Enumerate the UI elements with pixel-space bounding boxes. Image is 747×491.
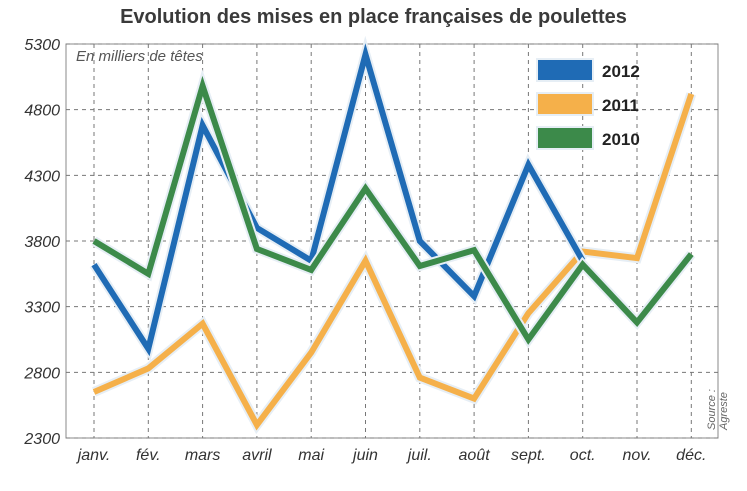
y-tick-label: 3800 (24, 234, 60, 251)
x-tick-label: août (459, 447, 491, 464)
y-tick-label: 3300 (24, 300, 60, 317)
legend-swatch-2010 (538, 128, 592, 148)
x-tick-label: sept. (511, 447, 546, 464)
legend-swatch-2012 (538, 60, 592, 80)
y-tick-label: 2300 (23, 431, 60, 448)
x-tick-label: oct. (570, 447, 596, 464)
chart-title: Evolution des mises en place françaises … (120, 6, 627, 28)
x-tick-label: nov. (622, 447, 651, 464)
legend-label-2012: 2012 (602, 62, 640, 81)
x-tick-label: fév. (136, 447, 161, 464)
series-line-2011 (92, 92, 695, 431)
series-line-2012 (91, 43, 586, 357)
y-tick-label: 2800 (23, 365, 60, 382)
x-tick-label: juin (351, 447, 378, 464)
series-line-2010 (92, 75, 694, 345)
legend-label-2010: 2010 (602, 130, 640, 149)
x-tick-label: avril (242, 447, 272, 464)
x-tick-label: mars (185, 447, 221, 464)
y-tick-label: 4800 (24, 103, 60, 120)
unit-note: En milliers de têtes (76, 48, 203, 65)
x-tick-label: mai (298, 447, 324, 464)
y-tick-label: 4300 (24, 168, 60, 185)
x-tick-label: déc. (676, 447, 706, 464)
legend-label-2011: 2011 (602, 96, 639, 115)
x-tick-label: janv. (76, 447, 111, 464)
legend-swatch-2011 (538, 94, 592, 114)
x-tick-label: juil. (406, 447, 432, 464)
y-tick-label: 5300 (24, 37, 60, 54)
